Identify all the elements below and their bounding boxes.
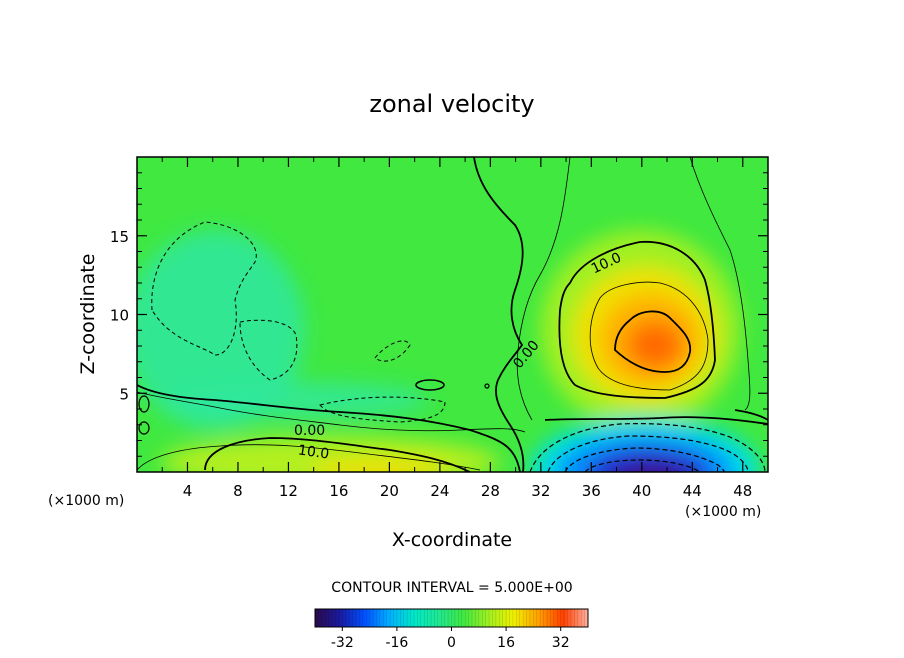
contour-pos-5-low bbox=[137, 444, 481, 471]
contour-label-left-zero: 0.00 bbox=[294, 423, 325, 439]
contour-neg-left-2 bbox=[239, 319, 298, 381]
colorbar-stripes bbox=[318, 609, 585, 627]
y-axis-label: Z-coordinate bbox=[77, 254, 99, 375]
contour-interval-label: CONTOUR INTERVAL = 5.000E+00 bbox=[331, 580, 572, 596]
contour-blob-2 bbox=[138, 395, 150, 413]
contour-zero-middle bbox=[473, 157, 525, 472]
x-tick-label-9: 40 bbox=[632, 482, 651, 500]
plot-area: 10.0 0.00 0.00 10.0 bbox=[137, 157, 768, 472]
x-tick-label-3: 16 bbox=[329, 482, 348, 500]
contour-neg-right-1 bbox=[529, 423, 766, 472]
contour-zero-bottom bbox=[544, 416, 768, 425]
colorbar-tick-label-1: -16 bbox=[385, 635, 408, 651]
x-axis-label: X-coordinate bbox=[392, 529, 512, 551]
contour-pos-10-core bbox=[558, 241, 716, 399]
colorbar: -32 -16 0 16 32 bbox=[314, 608, 589, 651]
x-tick-label-4: 20 bbox=[380, 482, 399, 500]
contour-blob-1 bbox=[415, 379, 445, 391]
x-tick-label-2: 12 bbox=[279, 482, 298, 500]
y-tick-label-2: 15 bbox=[110, 228, 129, 246]
contour-neg-left-3 bbox=[319, 396, 446, 423]
x-tick-label-6: 28 bbox=[481, 482, 500, 500]
contour-pos-5-left bbox=[137, 391, 526, 433]
x-tick-label-8: 36 bbox=[582, 482, 601, 500]
colorbar-tick-label-3: 16 bbox=[497, 635, 515, 651]
field-upper-jet-core bbox=[627, 321, 683, 369]
x-tick-label-5: 24 bbox=[430, 482, 449, 500]
contour-label-left-10: 10.0 bbox=[297, 442, 330, 462]
contour-lines bbox=[137, 157, 768, 472]
x-unit-left: (×1000 m) bbox=[48, 493, 124, 509]
contour-pos-10-low bbox=[204, 437, 471, 472]
x-tick-label-7: 32 bbox=[531, 482, 550, 500]
contour-blob-4 bbox=[484, 383, 490, 389]
contour-zero-left bbox=[137, 384, 521, 472]
colorbar-tick-label-2: 0 bbox=[447, 635, 456, 651]
contour-neg-right-4 bbox=[584, 459, 701, 472]
y-tick-label-0: 5 bbox=[119, 385, 129, 403]
field-left-trough-low bbox=[170, 382, 430, 418]
contour-pos-5-core bbox=[589, 281, 709, 391]
field-left-trough bbox=[137, 230, 305, 430]
contour-pos-20-core bbox=[614, 310, 692, 373]
x-unit-right: (×1000 m) bbox=[685, 504, 761, 520]
x-tick-label-1: 8 bbox=[233, 482, 243, 500]
colorbar-tick-label-0: -32 bbox=[331, 635, 354, 651]
x-tick-label-11: 48 bbox=[733, 482, 752, 500]
y-tick-label-1: 10 bbox=[110, 307, 129, 325]
contour-neg-right-2 bbox=[547, 435, 749, 472]
contour-blob-3 bbox=[138, 421, 150, 435]
field-bottom-jet bbox=[160, 436, 500, 472]
field-lower-trough-core bbox=[613, 462, 687, 472]
contour-pos-5-right bbox=[689, 157, 751, 411]
chart-title: zonal velocity bbox=[369, 90, 534, 118]
colorbar-tick-label-4: 32 bbox=[552, 635, 570, 651]
colorbar-fill bbox=[315, 609, 588, 627]
colorbar-ticks: -32 -16 0 16 32 bbox=[331, 627, 570, 651]
contour-zero-right bbox=[734, 409, 768, 421]
contour-neg-left-4 bbox=[374, 340, 411, 362]
x-tick-label-10: 44 bbox=[683, 482, 702, 500]
contour-pos-5-vertical bbox=[516, 157, 571, 421]
x-tick-label-0: 4 bbox=[183, 482, 193, 500]
